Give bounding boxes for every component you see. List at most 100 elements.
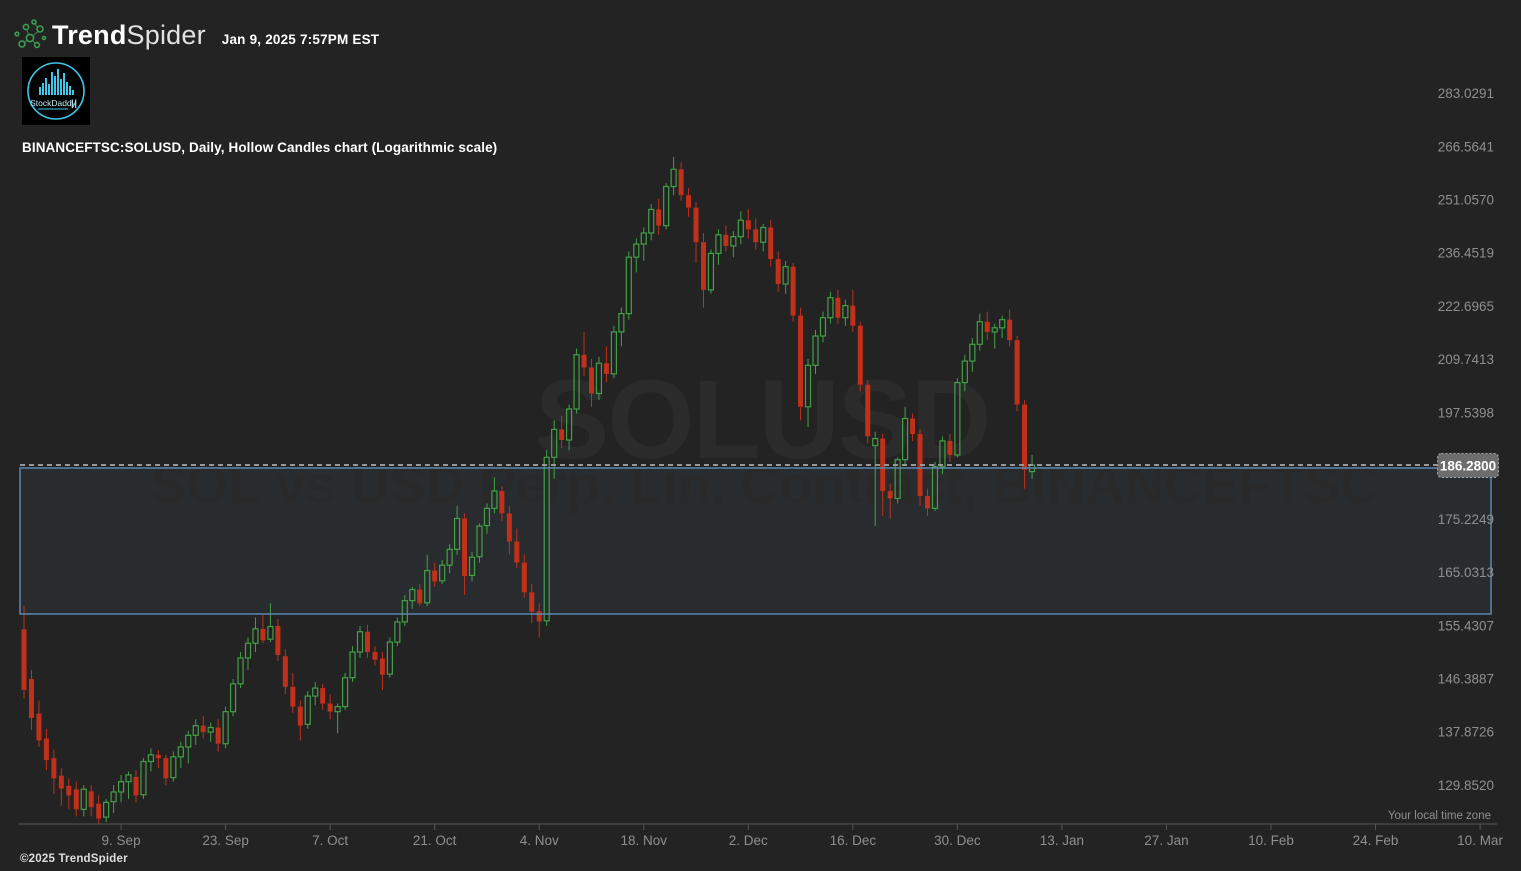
candle-body[interactable] (80, 788, 87, 810)
candle-body[interactable] (670, 168, 677, 188)
candle-body[interactable] (215, 727, 221, 744)
candle-body[interactable] (947, 440, 953, 455)
candle-body[interactable] (819, 317, 827, 337)
candle-body[interactable] (633, 243, 640, 258)
candle-body[interactable] (462, 518, 468, 576)
candle-body[interactable] (910, 418, 916, 434)
candle-body[interactable] (559, 429, 565, 440)
candle-body[interactable] (237, 657, 244, 685)
candle-body[interactable] (207, 726, 214, 733)
candle-body[interactable] (700, 242, 706, 290)
candle-body[interactable] (66, 785, 72, 796)
candle-body[interactable] (954, 381, 961, 456)
candle-body[interactable] (753, 229, 759, 243)
candle-body[interactable] (453, 517, 461, 550)
candle-body[interactable] (984, 321, 990, 332)
candle-body[interactable] (304, 695, 311, 725)
candle-body[interactable] (969, 343, 976, 362)
candle-body[interactable] (424, 569, 431, 604)
candle-body[interactable] (991, 327, 998, 333)
candle-body[interactable] (707, 252, 715, 291)
candle-body[interactable] (125, 774, 132, 783)
price-tag-box[interactable] (1437, 453, 1499, 478)
candle-body[interactable] (775, 259, 781, 284)
candle-body[interactable] (842, 305, 849, 319)
candle-body[interactable] (1022, 404, 1028, 470)
candle-body[interactable] (267, 625, 274, 640)
candle-body[interactable] (850, 305, 856, 326)
candle-body[interactable] (1014, 340, 1020, 405)
candle-body[interactable] (379, 658, 385, 675)
candle-body[interactable] (782, 266, 789, 285)
candle-body[interactable] (282, 656, 288, 687)
candle-body[interactable] (872, 438, 879, 447)
candle-body[interactable] (483, 507, 491, 527)
candle-body[interactable] (147, 754, 155, 763)
candle-body[interactable] (252, 628, 259, 644)
candle-body[interactable] (976, 321, 983, 345)
candle-body[interactable] (625, 256, 632, 315)
candle-body[interactable] (737, 219, 744, 238)
candle-body[interactable] (663, 185, 670, 227)
candle-body[interactable] (521, 562, 527, 593)
candle-body[interactable] (432, 570, 438, 582)
candle-body[interactable] (409, 588, 416, 602)
candle-body[interactable] (894, 459, 901, 500)
candle-body[interactable] (133, 776, 139, 796)
candle-body[interactable] (468, 556, 476, 577)
candle-body[interactable] (275, 625, 281, 655)
candle-body[interactable] (768, 227, 774, 260)
candle-body[interactable] (476, 525, 483, 558)
candle-body[interactable] (140, 760, 147, 796)
candle-body[interactable] (88, 791, 94, 808)
timezone-note[interactable]: Your local time zone (1388, 810, 1491, 822)
candle-body[interactable] (446, 548, 453, 566)
candle-body[interactable] (155, 754, 161, 759)
candle-body[interactable] (356, 631, 364, 653)
candle-body[interactable] (529, 592, 535, 612)
candle-body[interactable] (96, 803, 102, 819)
candle-body[interactable] (715, 234, 722, 255)
candle-body[interactable] (760, 226, 767, 243)
candle-body[interactable] (678, 169, 684, 196)
candle-body[interactable] (222, 711, 229, 745)
candle-body[interactable] (961, 360, 968, 384)
candle-body[interactable] (999, 319, 1006, 329)
candle-body[interactable] (931, 466, 939, 509)
candle-body[interactable] (229, 683, 237, 713)
candle-body[interactable] (880, 438, 886, 492)
candle-body[interactable] (588, 367, 594, 394)
candle-body[interactable] (260, 628, 266, 641)
candle-body[interactable] (185, 734, 192, 748)
candle-body[interactable] (499, 491, 505, 514)
candle-body[interactable] (804, 364, 812, 408)
candle-body[interactable] (386, 641, 393, 675)
candle-body[interactable] (812, 335, 819, 366)
candle-body[interactable] (656, 209, 662, 226)
candle-body[interactable] (192, 725, 199, 736)
candle-body[interactable] (394, 621, 401, 643)
candle-body[interactable] (372, 652, 378, 660)
candle-body[interactable] (177, 746, 184, 758)
candle-body[interactable] (790, 266, 796, 316)
candle-body[interactable] (887, 491, 893, 499)
candle-body[interactable] (28, 678, 34, 718)
candle-body[interactable] (51, 758, 57, 779)
candle-body[interactable] (603, 363, 609, 374)
candle-body[interactable] (349, 651, 356, 679)
candle-body[interactable] (506, 513, 512, 542)
candle-body[interactable] (320, 688, 326, 704)
candle-body[interactable] (103, 801, 110, 818)
candle-body[interactable] (73, 789, 79, 810)
candle-body[interactable] (686, 195, 692, 208)
candle-body[interactable] (827, 297, 834, 319)
candle-body[interactable] (290, 686, 296, 707)
candle-body[interactable] (170, 756, 177, 779)
candle-body[interactable] (244, 642, 252, 659)
candle-body[interactable] (110, 791, 117, 803)
candle-body[interactable] (902, 417, 909, 461)
candle-body[interactable] (536, 611, 542, 622)
candle-body[interactable] (417, 589, 423, 604)
candle-body[interactable] (514, 541, 520, 563)
candle-body[interactable] (551, 428, 558, 458)
